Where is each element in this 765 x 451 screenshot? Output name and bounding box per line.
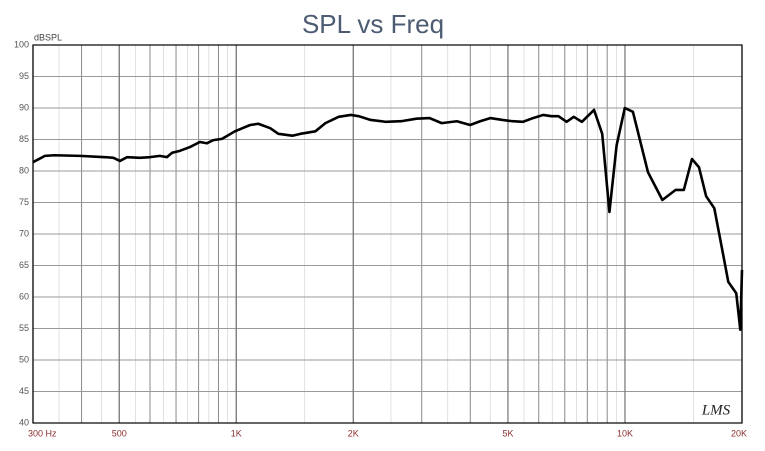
- x-tick-label: 300 Hz: [28, 428, 57, 438]
- y-tick-label: 85: [19, 134, 29, 144]
- y-tick-label: 95: [19, 71, 29, 81]
- y-tick-label: 60: [19, 291, 29, 301]
- y-tick-label: 80: [19, 165, 29, 175]
- x-tick-label: 2K: [348, 428, 359, 438]
- y-tick-label: 55: [19, 323, 29, 333]
- chart-title: SPL vs Freq: [302, 9, 444, 39]
- y-tick-label: 40: [19, 417, 29, 427]
- y-tick-label: 45: [19, 386, 29, 396]
- y-tick-label: 100: [14, 39, 29, 49]
- y-axis-label: dBSPL: [34, 32, 62, 42]
- y-tick-label: 75: [19, 197, 29, 207]
- y-tick-label: 90: [19, 102, 29, 112]
- plot-frame: [32, 44, 743, 424]
- y-tick-label: 70: [19, 228, 29, 238]
- spl-line: [32, 106, 744, 332]
- x-tick-label: 10K: [617, 428, 633, 438]
- x-tick-label: 20K: [731, 428, 747, 438]
- y-tick-label: 50: [19, 354, 29, 364]
- x-tick-label: 1K: [231, 428, 242, 438]
- x-tick-label: 5K: [502, 428, 513, 438]
- logo: LMS: [701, 402, 731, 418]
- x-tick-label: 500: [112, 428, 127, 438]
- y-tick-label: 65: [19, 260, 29, 270]
